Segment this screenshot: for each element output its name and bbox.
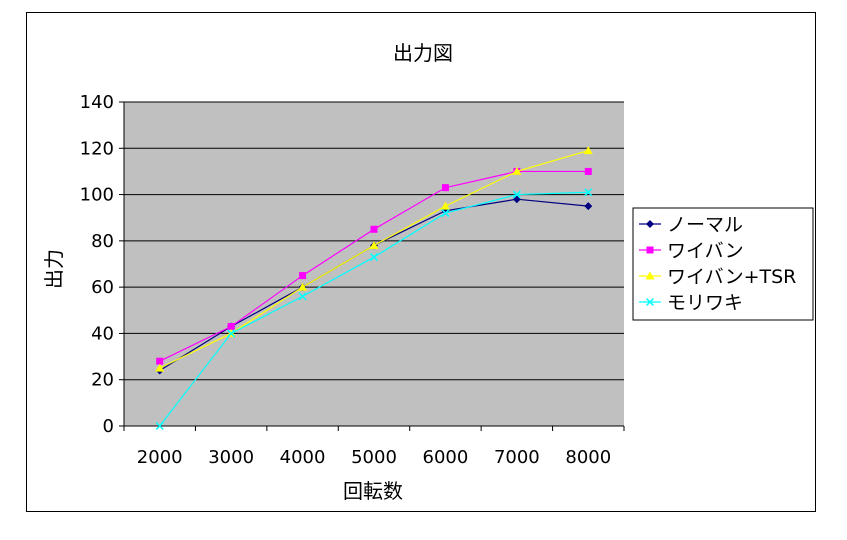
y-tick-label: 40 <box>91 323 114 344</box>
legend-marker <box>645 271 655 280</box>
legend-label: ノーマル <box>667 214 743 236</box>
data-point <box>441 209 450 218</box>
legend-marker <box>645 297 655 307</box>
data-point <box>512 190 521 199</box>
legend-marker <box>646 220 654 228</box>
x-tick-label: 8000 <box>565 447 611 468</box>
plot-background <box>124 102 624 426</box>
data-point <box>155 421 164 431</box>
x-axis-title: 回転数 <box>343 479 403 503</box>
data-point <box>299 272 307 280</box>
data-point <box>298 292 307 301</box>
y-tick-label: 0 <box>103 416 114 437</box>
chart-svg: 出力図 0 20 40 60 80 100 120 140 2000 3000 4000 5000 60… <box>42 41 814 503</box>
data-point <box>369 253 379 262</box>
data-point <box>227 322 235 330</box>
chart-title: 出力図 <box>393 41 453 65</box>
x-tick-label: 2000 <box>137 447 183 468</box>
y-tick-label: 80 <box>91 231 114 252</box>
x-tick-label: 6000 <box>423 447 469 468</box>
data-point <box>584 202 593 211</box>
data-point <box>440 201 450 210</box>
data-point <box>584 188 593 197</box>
y-tick-label: 120 <box>80 138 114 159</box>
data-point <box>155 363 165 372</box>
x-tick-label: 5000 <box>351 447 397 468</box>
legend-label: ワイバン <box>667 240 744 262</box>
y-tick-label: 140 <box>80 92 114 113</box>
x-tick-label: 7000 <box>494 447 540 468</box>
data-point <box>584 167 592 175</box>
y-tick-label: 100 <box>80 185 114 206</box>
x-tick-label: 3000 <box>208 447 254 468</box>
y-tick-label: 20 <box>91 370 114 391</box>
data-point <box>441 184 449 192</box>
legend-marker <box>646 246 654 254</box>
data-point <box>369 240 379 249</box>
data-point <box>370 225 378 233</box>
legend-label: モリワキ <box>667 292 743 314</box>
chart-frame: 出力図 0 20 40 60 80 100 120 140 2000 3000 4000 5000 60… <box>26 12 816 512</box>
data-point <box>583 146 593 155</box>
legend-label: ワイバン+TSR <box>667 266 796 288</box>
legend-box <box>632 207 814 321</box>
data-point <box>156 357 164 365</box>
y-tick-label: 60 <box>91 277 114 298</box>
data-point <box>298 282 308 291</box>
y-axis-title: 出力 <box>42 249 66 289</box>
plot-area: 0 20 40 60 80 100 120 140 2000 3000 4000 5000 6000 70… <box>80 92 625 468</box>
data-point <box>227 329 236 338</box>
data-point <box>512 166 522 175</box>
x-tick-label: 4000 <box>280 447 326 468</box>
